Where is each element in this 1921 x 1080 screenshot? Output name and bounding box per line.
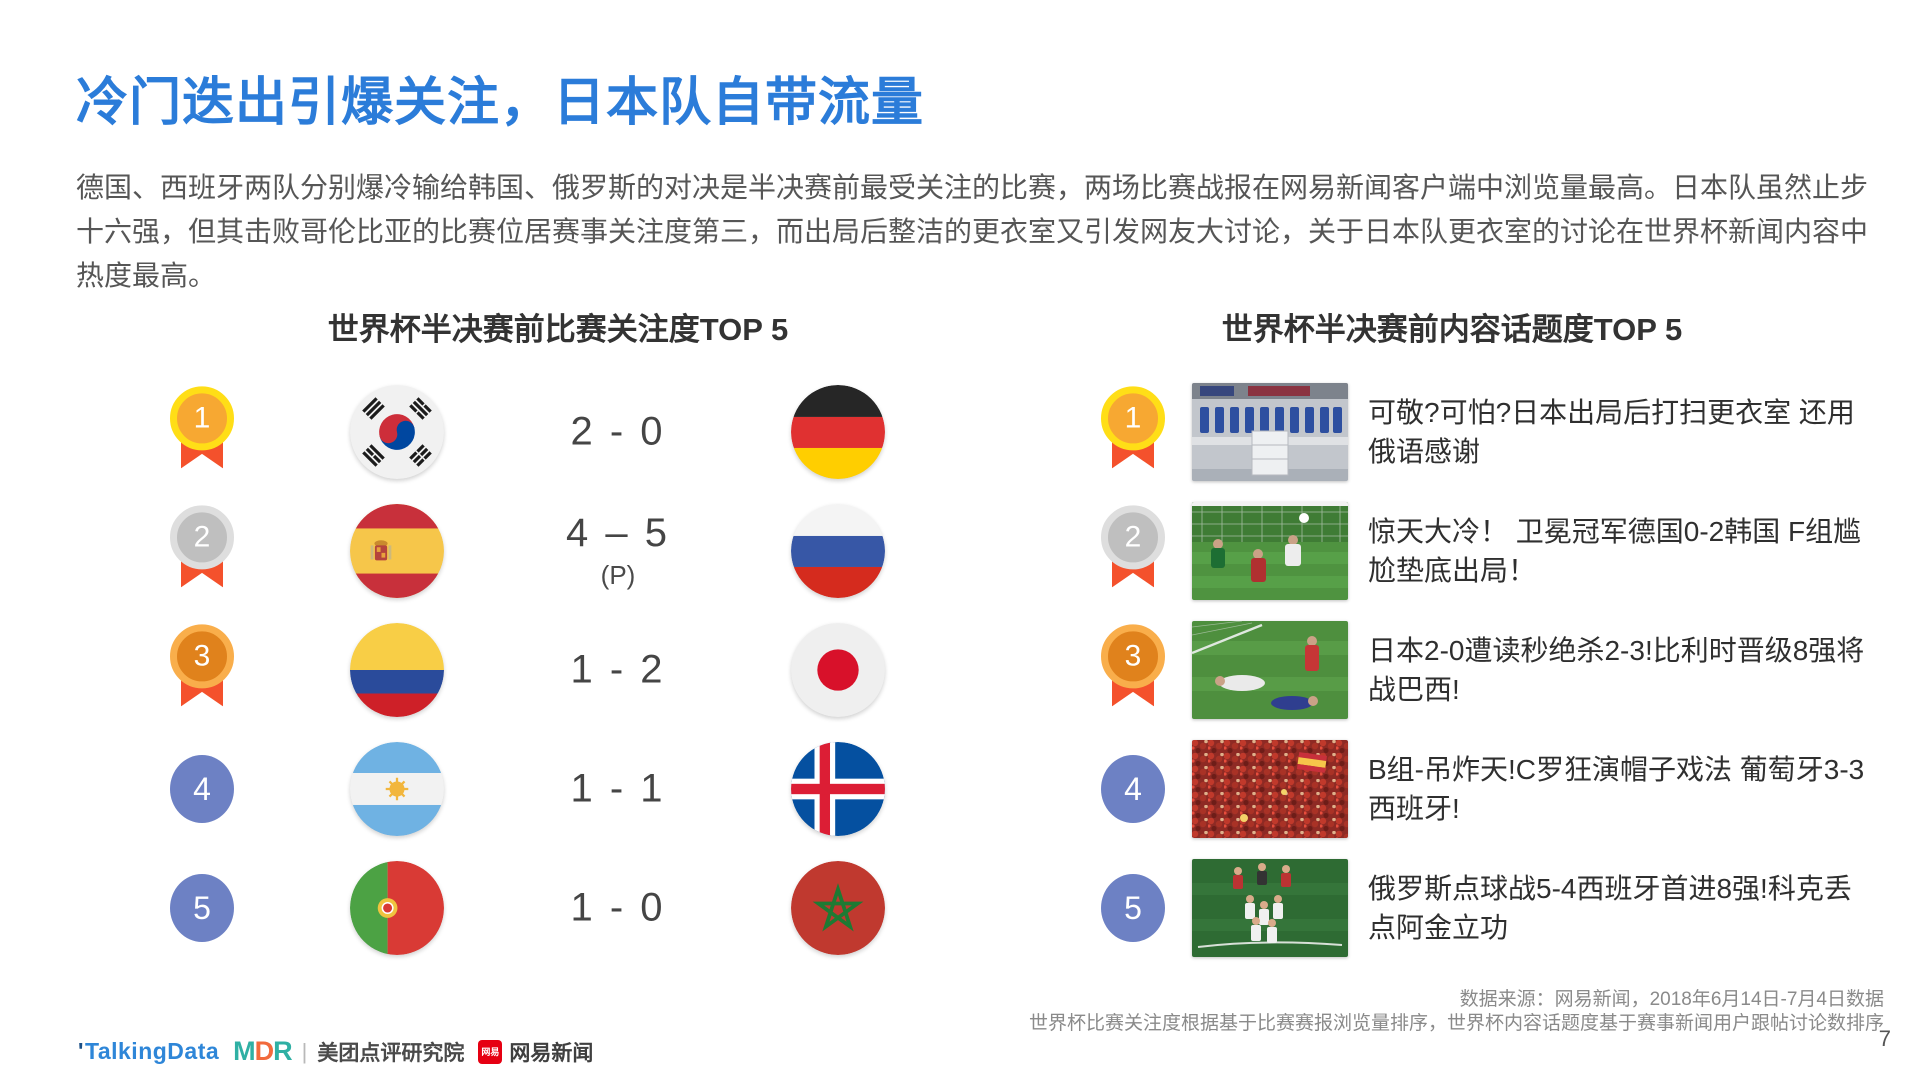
page-number: 7	[1878, 1026, 1891, 1051]
germany-korea-goal-photo	[1192, 502, 1348, 600]
news-row-1: 1 可敬?可怕?日本出局后打扫更衣室 还用俄语感谢	[0, 382, 1921, 482]
match-row-1: 1	[0, 382, 1921, 482]
footer-logos: TalkingData MDR | 美团点评研究院 网易 网易新闻	[78, 1036, 593, 1067]
rank-3-medal: 3	[1101, 624, 1165, 710]
portugal-spain-fans-photo	[1192, 740, 1348, 838]
rank-number: 3	[1124, 639, 1142, 673]
iceland-flag-icon	[791, 742, 885, 836]
news-headline: 俄罗斯点球战5-4西班牙首进8强!科克丢点阿金立功	[1368, 873, 1852, 943]
left-panel-title: 世界杯半决赛前比赛关注度TOP 5	[327, 312, 789, 347]
rank-number: 5	[1124, 889, 1142, 926]
intro-paragraph: 德国、西班牙两队分别爆冷输给韩国、俄罗斯的对决是半决赛前最受关注的比赛，两场比赛…	[76, 172, 1869, 291]
logo-divider: |	[301, 1038, 308, 1064]
netease-news-logo: 网易 网易新闻	[478, 1037, 593, 1067]
rank-4-badge: 4	[170, 755, 234, 823]
morocco-flag-icon	[791, 861, 885, 955]
mdr-letter-d: D	[254, 1036, 274, 1066]
page-title: 冷门迭出引爆关注，日本队自带流量	[76, 74, 925, 132]
news-headline: B组-吊炸天!C罗狂演帽子戏法 葡萄牙3-3西班牙!	[1368, 754, 1865, 824]
rank-number: 4	[193, 770, 211, 807]
news-row-4: 4 B组-吊炸天!C罗狂演帽子戏法 葡萄牙	[0, 739, 1921, 839]
russia-spain-celebration-photo	[1192, 859, 1348, 957]
penalty-note: (P)	[600, 560, 636, 590]
rank-number: 1	[1124, 401, 1142, 435]
news-row-3: 3 日本2-0遭读秒绝杀2-3!比利时晋级8强将战巴西!	[0, 620, 1921, 720]
rank-number: 3	[193, 639, 211, 673]
match-score: 1 - 2	[570, 647, 666, 692]
match-score: 1 - 1	[570, 766, 666, 811]
match-score: 1 - 0	[570, 885, 666, 930]
rank-2-medal: 2	[170, 505, 234, 591]
rank-5-badge: 5	[1101, 874, 1165, 942]
mdr-letter-m: M	[233, 1036, 255, 1066]
match-score: 2 - 0	[570, 409, 666, 454]
talkingdata-logo: TalkingData	[78, 1038, 219, 1065]
match-row-5: 5 1 - 0	[0, 858, 1921, 958]
news-headline: 可敬?可怕?日本出局后打扫更衣室 还用俄语感谢	[1368, 397, 1855, 467]
rank-1-medal: 1	[1101, 386, 1165, 472]
rank-number: 2	[193, 520, 211, 554]
japan-locker-room-photo	[1192, 383, 1348, 481]
right-panel-title: 世界杯半决赛前内容话题度TOP 5	[1221, 312, 1683, 347]
netease-news-label: 网易新闻	[509, 1041, 594, 1065]
data-source-line2: 世界杯比赛关注度根据基于比赛赛报浏览量排序，世界杯内容话题度基于赛事新闻用户跟帖…	[1028, 1013, 1884, 1034]
rank-1-medal: 1	[170, 386, 234, 472]
japan-flag-icon	[791, 623, 885, 717]
news-headline: 惊天大冷！ 卫冕冠军德国0-2韩国 F组尴尬垫底出局！	[1368, 516, 1862, 586]
news-row-5: 5 俄罗斯点球战5-4西班牙首进8强!科克丢点阿金立功	[0, 858, 1921, 958]
match-row-4: 4 1 - 1	[0, 739, 1921, 839]
data-source-line1: 数据来源：网易新闻，2018年6月14日-7月4日数据	[1459, 989, 1884, 1010]
match-row-3: 3 1 - 2	[0, 620, 1921, 720]
match-score: 4 – 5 (P)	[566, 511, 670, 590]
rank-5-badge: 5	[170, 874, 234, 942]
netease-badge-icon: 网易	[478, 1039, 503, 1064]
mdr-org-label: 美团点评研究院	[317, 1041, 465, 1065]
mdr-letter-r: R	[273, 1036, 292, 1066]
news-headline: 日本2-0遭读秒绝杀2-3!比利时晋级8强将战巴西!	[1368, 635, 1865, 705]
match-row-2: 2 4 – 5 (P)	[0, 501, 1921, 601]
rank-4-badge: 4	[1101, 755, 1165, 823]
news-row-2: 2 惊天大冷！ 卫冕冠军德国0-2韩国 F组尴尬垫底出局！	[0, 501, 1921, 601]
rank-number: 5	[193, 889, 211, 926]
japan-belgium-players-photo	[1192, 621, 1348, 719]
rank-2-medal: 2	[1101, 505, 1165, 591]
south-korea-flag-icon	[350, 385, 444, 479]
rank-number: 4	[1124, 770, 1142, 807]
rank-3-medal: 3	[170, 624, 234, 710]
meituan-dianping-research-logo: MDR | 美团点评研究院	[233, 1036, 464, 1067]
rank-number: 2	[1124, 520, 1142, 554]
rank-number: 1	[193, 401, 211, 435]
